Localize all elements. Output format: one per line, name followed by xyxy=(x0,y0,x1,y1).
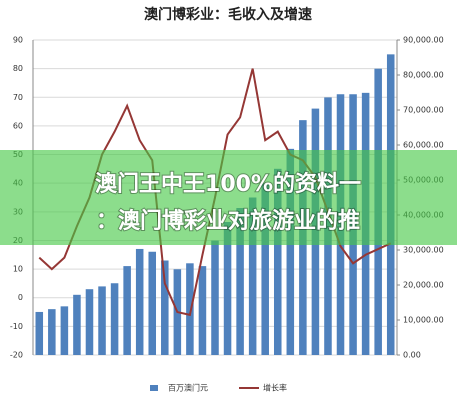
bar xyxy=(98,286,106,355)
y-tick-label: 70 xyxy=(13,93,23,102)
bar xyxy=(85,289,94,355)
legend-label: 百万澳门元 xyxy=(168,383,208,393)
y2-tick-label: 60,000.00 xyxy=(403,141,444,150)
bar xyxy=(211,240,219,355)
bar xyxy=(236,208,244,355)
y-tick-label: 10 xyxy=(13,265,23,274)
bar xyxy=(161,260,169,355)
overlay-banner xyxy=(0,150,457,245)
y2-tick-label: 70,000.00 xyxy=(403,106,444,115)
bar xyxy=(198,266,207,355)
legend-label: 增长率 xyxy=(263,383,287,393)
y2-tick-label: 20,000.00 xyxy=(403,281,444,290)
overlay-text: ：澳门博彩业对旅游业的推 xyxy=(96,208,360,234)
bar xyxy=(223,222,232,355)
bar xyxy=(261,183,269,355)
y-tick-label: 90 xyxy=(13,36,23,45)
legend-swatch xyxy=(150,385,158,391)
y2-tick-label: 80,000.00 xyxy=(403,71,444,80)
bar xyxy=(110,283,119,355)
bar xyxy=(248,197,257,355)
y-tick-label: -20 xyxy=(10,351,23,360)
bar xyxy=(48,309,56,355)
y-tick-label: 60 xyxy=(13,121,23,130)
bar xyxy=(273,168,282,355)
overlay-text: 澳门王中王100%的资料一 xyxy=(95,171,361,197)
y2-tick-label: 90,000.00 xyxy=(403,36,444,45)
bar xyxy=(186,263,194,355)
bar xyxy=(286,148,295,355)
y2-tick-label: 0.00 xyxy=(403,351,421,360)
y-tick-label: 80 xyxy=(13,64,23,73)
bar xyxy=(148,251,157,355)
bar xyxy=(123,266,131,355)
y2-tick-label: 30,000.00 xyxy=(403,246,444,255)
y-tick-label: 0 xyxy=(18,293,23,302)
y2-tick-label: 10,000.00 xyxy=(403,316,444,325)
bar xyxy=(73,294,81,355)
bar xyxy=(35,311,44,355)
bar xyxy=(60,306,69,355)
y-tick-label: -10 xyxy=(10,322,23,331)
bar xyxy=(135,248,144,355)
chart-title: 澳门博彩业：毛收入及增速 xyxy=(144,6,312,23)
